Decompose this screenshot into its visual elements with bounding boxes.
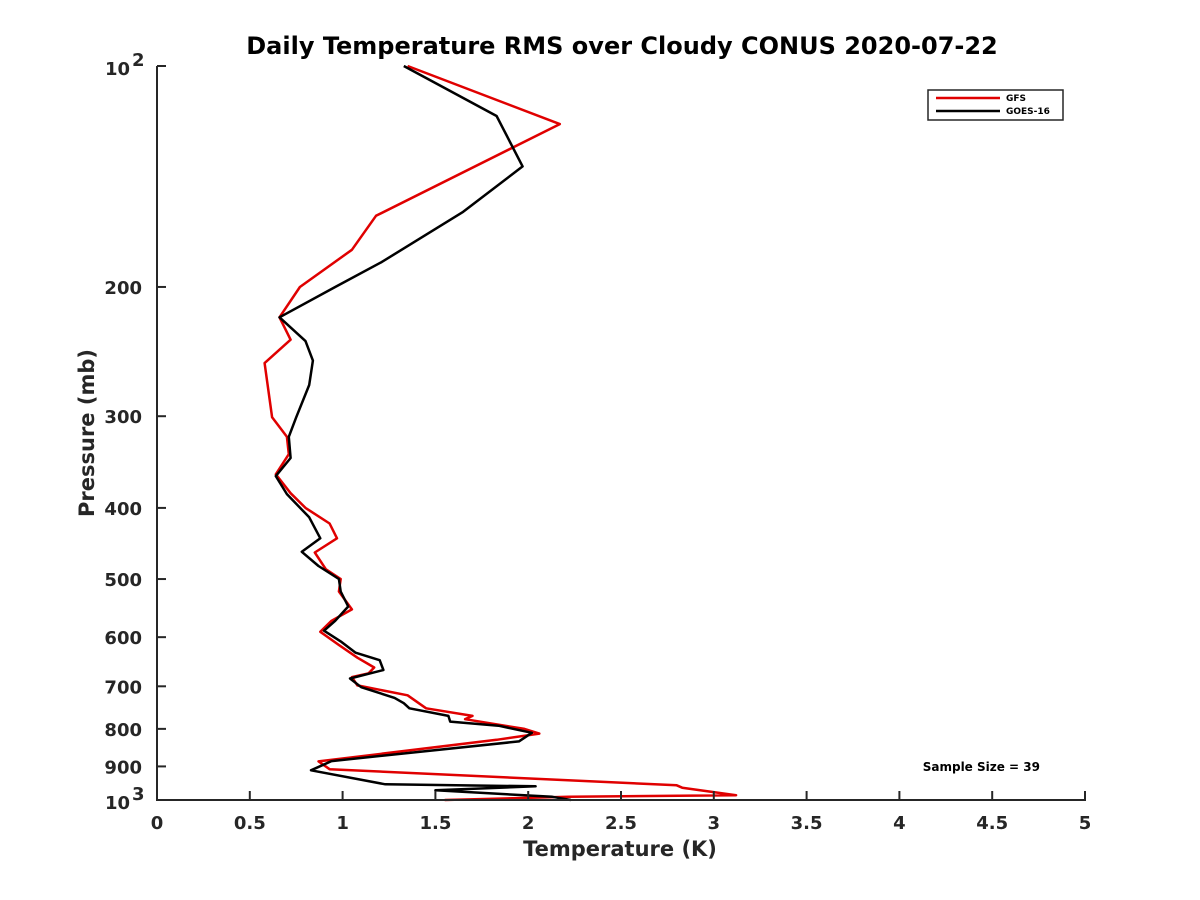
- x-tick-label: 0: [151, 813, 164, 834]
- y-tick-label: 900: [104, 757, 142, 778]
- x-tick-label: 3.5: [791, 813, 823, 834]
- y-tick-label: 10: [105, 59, 130, 80]
- y-tick-label: 10: [105, 793, 130, 814]
- y-tick-exponent: 3: [132, 784, 145, 805]
- legend-label-goes16: GOES-16: [1006, 107, 1050, 117]
- x-tick-label: 5: [1079, 813, 1092, 834]
- y-tick-label: 200: [104, 278, 142, 299]
- y-tick-label: 400: [104, 499, 142, 520]
- legend-label-gfs: GFS: [1006, 94, 1026, 104]
- y-tick-label: 600: [104, 628, 142, 649]
- chart-title: Daily Temperature RMS over Cloudy CONUS …: [246, 32, 998, 60]
- x-tick-label: 2.5: [605, 813, 637, 834]
- x-tick-label: 2: [522, 813, 535, 834]
- y-tick-label: 300: [104, 407, 142, 428]
- legend: GFS GOES-16: [927, 89, 1064, 121]
- x-tick-label: 0.5: [234, 813, 266, 834]
- y-axis-label: Pressure (mb): [75, 349, 99, 517]
- series-line-gfs: [263, 64, 738, 802]
- x-tick-label: 3: [708, 813, 721, 834]
- y-tick-exponent: 2: [132, 50, 145, 71]
- sample-size-annotation: Sample Size = 39: [923, 760, 1040, 774]
- x-ticks: 0 0.5 1 1.5 2 2.5 3 3.5 4 4.5 5: [151, 791, 1092, 834]
- x-tick-label: 1: [336, 813, 349, 834]
- x-tick-label: 4.5: [976, 813, 1008, 834]
- legend-box: [927, 89, 1064, 121]
- y-tick-label: 500: [104, 570, 142, 591]
- x-tick-label: 4: [893, 813, 906, 834]
- x-axis-label: Temperature (K): [523, 837, 717, 861]
- series-line-goes-16: [274, 64, 572, 802]
- y-tick-label: 700: [104, 677, 142, 698]
- y-tick-label: 800: [104, 720, 142, 741]
- x-tick-label: 1.5: [419, 813, 451, 834]
- series-layer: [263, 64, 738, 802]
